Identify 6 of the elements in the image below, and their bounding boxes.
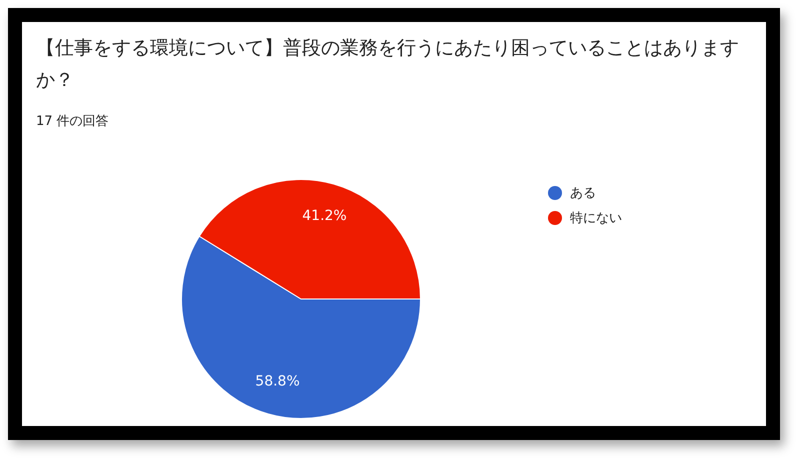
chart-title: 【仕事をする環境について】普段の業務を行うにあたり困っていることはありますか？ xyxy=(36,36,740,93)
legend-label: 特にない xyxy=(570,210,622,226)
legend-label: ある xyxy=(570,184,596,202)
data-label: 58.8% xyxy=(255,373,300,390)
text: 17 件の回答 xyxy=(36,113,109,130)
data-label: 41.2% xyxy=(302,208,347,224)
